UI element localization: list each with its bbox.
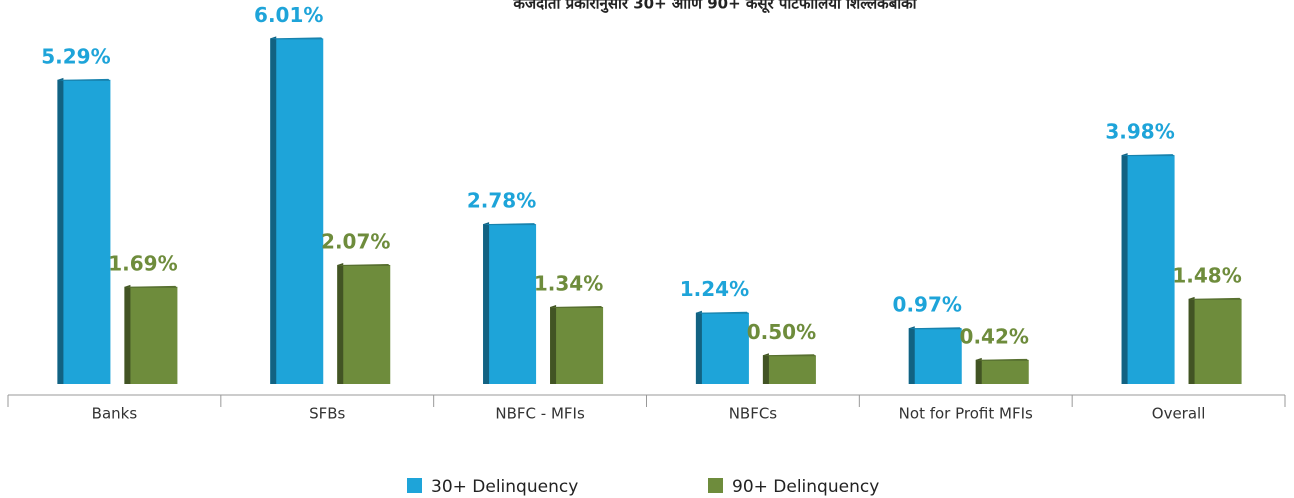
bar-face	[695, 311, 749, 314]
bar	[975, 357, 1029, 384]
bar-face	[762, 354, 816, 357]
bar-face	[695, 310, 702, 384]
value-label: 1.24%	[680, 277, 749, 301]
bar-face	[762, 353, 769, 384]
bar-face	[908, 328, 962, 384]
bar-face	[550, 306, 604, 384]
bar	[57, 77, 111, 384]
legend-label: 30+ Delinquency	[431, 477, 578, 497]
bar-face	[1188, 296, 1195, 384]
bar-face	[550, 305, 604, 308]
bar-face	[337, 263, 391, 266]
bar	[908, 326, 962, 384]
bar-face	[1121, 154, 1175, 157]
value-label: 2.78%	[467, 189, 536, 213]
bar	[762, 353, 816, 384]
x-tick-label: NBFC - MFIs	[495, 405, 585, 423]
legend-label: 90+ Delinquency	[732, 477, 879, 497]
bar	[695, 310, 749, 384]
legend-swatch	[708, 478, 723, 493]
bar	[1188, 296, 1242, 384]
value-label: 2.07%	[321, 229, 390, 253]
legend-swatch	[407, 478, 422, 493]
bar-face	[975, 359, 1029, 384]
value-label: 1.69%	[108, 251, 177, 275]
bar-face	[270, 38, 324, 385]
bar-face	[270, 37, 324, 40]
bar-face	[57, 78, 111, 81]
bar-face	[1188, 298, 1242, 384]
bar-face	[483, 223, 537, 226]
x-tick-label: Overall	[1152, 405, 1206, 423]
x-tick-label: SFBs	[309, 405, 345, 423]
value-label: 1.34%	[534, 271, 603, 295]
value-label: 6.01%	[254, 3, 323, 27]
bar	[337, 262, 391, 384]
bar	[124, 284, 178, 384]
bar-face	[1121, 155, 1175, 384]
bar	[270, 36, 324, 385]
bar-face	[270, 36, 277, 385]
bar-face	[695, 312, 749, 384]
value-label: 3.98%	[1105, 120, 1174, 144]
x-tick-label: Banks	[92, 405, 138, 423]
value-label: 0.50%	[747, 320, 816, 344]
bar-face	[124, 285, 178, 288]
x-tick-label: NBFCs	[729, 405, 778, 423]
bar-face	[1121, 153, 1128, 384]
bar-face	[124, 286, 178, 384]
bar	[483, 222, 537, 384]
bar-face	[337, 264, 391, 384]
bar-face	[483, 222, 490, 384]
bar	[1121, 153, 1175, 384]
value-label: 1.48%	[1172, 263, 1241, 287]
bar-face	[483, 224, 537, 384]
bar-face	[762, 355, 816, 384]
bar-face	[975, 358, 1029, 361]
bar-face	[550, 304, 557, 384]
bar-face	[975, 357, 982, 384]
value-label: 5.29%	[41, 44, 110, 68]
bar-face	[57, 77, 64, 384]
bar-face	[908, 327, 962, 330]
value-label: 0.97%	[893, 293, 962, 317]
bar-face	[337, 262, 344, 384]
bar-face	[908, 326, 915, 384]
x-tick-label: Not for Profit MFIs	[899, 405, 1033, 423]
bar-face	[124, 284, 131, 384]
value-label: 0.42%	[960, 324, 1029, 348]
bar-face	[57, 79, 111, 384]
bar	[550, 304, 604, 384]
chart-title: कर्जदाता प्रकारानुसार 30+ आणि 90+ कसूर प…	[512, 0, 917, 14]
bar-face	[1188, 297, 1242, 300]
